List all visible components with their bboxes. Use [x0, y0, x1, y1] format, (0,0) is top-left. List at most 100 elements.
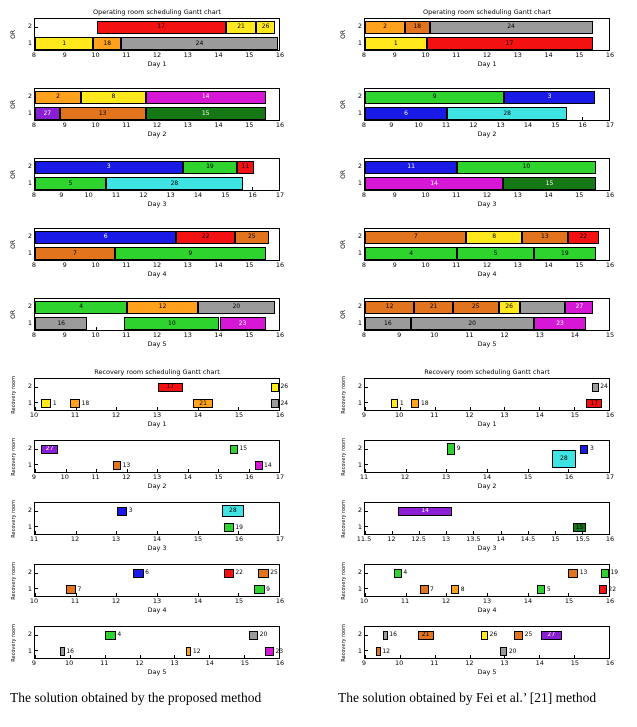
x-tick-label: 9 — [31, 473, 37, 481]
x-tick-mark — [248, 469, 250, 472]
x-axis-label: Day 4 — [147, 270, 167, 278]
y-tick-mark — [35, 588, 38, 590]
y-tick-label: 2 — [27, 92, 32, 100]
y-tick-mark — [35, 634, 38, 636]
left-or-gantt-panel-day-4: OR 2 1 6 22 25 7 9 8 9 10 11 12 13 14 15 16 Day 4 — [8, 228, 284, 279]
x-tick-mark — [609, 407, 610, 410]
x-tick-mark — [527, 469, 529, 472]
x-axis-label: Day 1 — [147, 60, 167, 68]
gantt-bar: 1 — [35, 37, 94, 51]
x-tick-mark — [487, 469, 488, 472]
y-tick-label: 2 — [357, 232, 362, 240]
x-tick-label: 17 — [605, 121, 615, 129]
left-recovery-gantt-panel-day-3: Recovery room 2 1 3 28 19 11 12 13 14 15 16 17 Day 3 — [8, 499, 285, 553]
y-tick-label: 1 — [27, 398, 32, 407]
x-tick-mark — [279, 469, 280, 472]
x-tick-label: 15.5 — [575, 535, 590, 543]
x-axis-label: Day 2 — [147, 482, 167, 490]
plot-area: 27 13 15 14 — [34, 440, 280, 473]
x-tick-mark — [238, 593, 240, 596]
gantt-bar — [270, 399, 279, 409]
y-axis-label: Recovery room — [340, 623, 347, 662]
y-tick-label: 2 — [27, 506, 32, 514]
bar-label: 25 — [270, 569, 278, 577]
x-tick-label: 16 — [605, 411, 615, 419]
x-tick-label: 15 — [551, 121, 560, 129]
x-tick-mark — [365, 531, 366, 534]
x-tick-label: 9 — [397, 331, 402, 339]
gantt-bar — [420, 585, 429, 595]
gantt-bar: 23 — [219, 317, 266, 331]
x-tick-label: 11 — [452, 261, 461, 269]
x-tick-label: 8 — [31, 51, 37, 59]
x-tick-mark — [446, 531, 448, 534]
x-tick-label: 11 — [100, 659, 109, 667]
x-tick-mark — [69, 655, 71, 658]
y-axis-label: OR — [340, 310, 347, 319]
x-tick-label: 11 — [441, 121, 451, 129]
gantt-bar: 26 — [256, 20, 275, 34]
bar-label: 23 — [275, 647, 284, 655]
gantt-bar — [69, 399, 81, 409]
gantt-bar — [600, 568, 609, 578]
chart-title: Operating room scheduling Gantt chart — [93, 8, 221, 16]
gantt-bar: 24 — [121, 37, 278, 51]
gantt-bar — [447, 443, 456, 456]
x-tick-label: 16 — [605, 535, 615, 543]
plot-area: 12 21 25 26 27 16 20 23 — [364, 298, 610, 331]
gantt-bar — [113, 461, 122, 471]
gantt-bar: 21 — [414, 300, 453, 314]
gantt-bar: 28 — [106, 177, 243, 191]
x-tick-label: 15 — [575, 191, 584, 199]
x-tick-label: 13 — [496, 121, 505, 129]
gantt-bar — [480, 630, 488, 640]
gantt-bar: 14 — [365, 177, 504, 191]
x-tick-label: 15 — [245, 261, 254, 269]
y-axis-label: Recovery room — [10, 499, 17, 538]
gantt-bar: 27 — [565, 300, 594, 314]
x-tick-label: 16 — [578, 121, 587, 129]
y-tick-label: 1 — [357, 460, 362, 469]
x-tick-label: 16 — [564, 473, 574, 481]
gantt-bar: 11 — [237, 160, 254, 174]
gantt-bar — [519, 300, 566, 314]
x-tick-label: 16 — [275, 411, 285, 419]
y-tick-label: 1 — [357, 646, 362, 655]
y-tick-label: 2 — [357, 382, 362, 390]
plot-area: 1 18 24 17 — [364, 378, 610, 411]
gantt-bar: 25 — [234, 230, 269, 244]
right-or-gantt-panel-day-5: OR 2 1 12 21 25 26 27 16 20 23 8 9 10 11 12 13 14 15 Day 5 — [338, 298, 614, 349]
gantt-bar: 17 — [158, 382, 183, 392]
y-tick-label: 1 — [357, 108, 362, 117]
y-axis-label: OR — [10, 100, 17, 109]
x-tick-label: 14 — [205, 659, 214, 667]
x-tick-mark — [35, 655, 36, 658]
x-tick-mark — [157, 469, 158, 472]
x-tick-label: 13 — [500, 659, 509, 667]
y-tick-mark — [35, 510, 38, 512]
bar-label: 9 — [456, 445, 461, 453]
y-tick-label: 2 — [27, 630, 32, 638]
y-tick-label: 1 — [27, 38, 32, 47]
x-axis-label: Day 4 — [477, 270, 497, 278]
chart-title: Recovery room scheduling Gantt chart — [94, 368, 220, 376]
x-tick-mark — [609, 327, 610, 330]
plot-area: 4 7 8 5 13 19 22 — [364, 564, 618, 597]
y-tick-label: 1 — [357, 398, 362, 407]
y-axis-label: OR — [340, 170, 347, 179]
x-tick-label: 9 — [62, 261, 67, 269]
plot-area: 12 16 21 26 20 25 27 — [364, 626, 610, 659]
x-tick-mark — [405, 593, 407, 596]
x-axis-label: Day 2 — [477, 130, 497, 138]
x-tick-label: 11 — [452, 51, 461, 59]
x-tick-label: 13 — [183, 51, 192, 59]
x-axis-label: Day 1 — [147, 420, 167, 428]
x-tick-mark — [609, 531, 610, 534]
gantt-bar — [451, 585, 460, 595]
caption-left: The solution obtained by the proposed me… — [10, 690, 262, 705]
left-recovery-gantt-panel-day-5: Recovery room 2 1 16 4 12 20 23 9 10 11 12 13 14 15 16 D… — [8, 624, 285, 677]
bar-label: 19 — [610, 569, 619, 577]
gantt-bar — [258, 568, 269, 578]
y-tick-label: 1 — [357, 522, 362, 531]
plot-area: 9 3 6 28 — [364, 88, 610, 121]
